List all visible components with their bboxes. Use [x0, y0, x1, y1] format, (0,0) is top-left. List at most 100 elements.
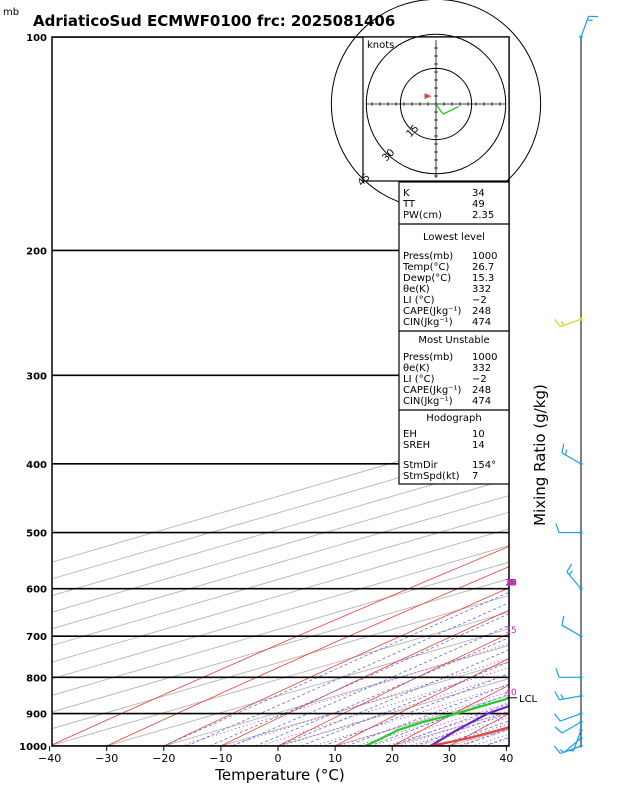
isotherm-line: [52, 545, 509, 680]
index-value: 248: [472, 385, 491, 396]
wind-barb-flag: [555, 668, 560, 678]
isotherm-line: [52, 528, 509, 663]
pressure-tick-label: 900: [26, 710, 47, 721]
index-value: 332: [472, 363, 491, 374]
index-value: 154°: [472, 460, 496, 471]
wind-barb-flag: [553, 318, 561, 328]
dry-adiabat-line: [105, 566, 509, 746]
dry-adiabat-line: [277, 633, 509, 746]
index-value: 248: [472, 306, 491, 317]
wind-barb-flag: [553, 713, 561, 722]
mixing-ratio-label: 16: [505, 579, 517, 589]
dry-adiabat-line: [52, 546, 509, 746]
dry-adiabat-line: [334, 658, 509, 746]
temperature-axis-labels: −40 −30 −20 −10 0 10 20 30 40: [38, 746, 513, 765]
index-label: PW(cm): [403, 210, 442, 221]
wind-barb-dot: [579, 736, 583, 740]
indices-frame: [398, 181, 510, 485]
pressure-tick-label: 800: [26, 673, 47, 684]
wind-barb-half-flag: [564, 449, 568, 455]
mixing-ratio-label: 25: [505, 579, 516, 589]
dry-adiabat-line: [596, 37, 618, 761]
wind-barb-flag: [553, 745, 561, 754]
index-label: LI (°C): [403, 295, 435, 306]
index-value: 26.7: [472, 262, 494, 273]
index-value: −2: [472, 295, 487, 306]
index-value: 474: [472, 396, 491, 407]
moist-adiabat-line: [163, 591, 509, 746]
pressure-tick-label: 200: [26, 246, 47, 257]
index-value: 1000: [472, 352, 497, 363]
wind-barb-shaft: [561, 721, 582, 734]
mixing-ratio-lines: [178, 643, 509, 746]
hodograph-trace: [435, 103, 459, 115]
hodograph-ring: [399, 67, 473, 141]
moist-adiabat-line: [369, 693, 509, 746]
pressure-unit-label: mb: [3, 7, 19, 18]
wind-barb-dot: [579, 634, 583, 638]
wind-barb-dot: [579, 587, 583, 591]
wind-barb-half-flag: [559, 748, 565, 753]
temperature-tick-label: 10: [328, 752, 342, 765]
index-label: StmSpd(kt): [403, 471, 460, 482]
moist-adiabat-line: [323, 672, 509, 746]
mixing-ratio-line: [280, 673, 509, 746]
wind-barb-shaft: [566, 571, 582, 590]
wind-barb-flag: [554, 726, 563, 734]
hodograph-ring: [365, 33, 507, 175]
hodograph-unit-label: knots: [367, 40, 394, 51]
mixing-ratio-line: [257, 667, 509, 746]
indices-section-title: Hodograph: [426, 413, 481, 424]
wind-barb-flag: [554, 691, 560, 701]
isotherm-line: [52, 445, 509, 580]
pressure-tick-label: 1000: [19, 742, 47, 753]
mixing-ratio-label: 6: [508, 579, 514, 589]
wind-barb-half-flag: [568, 570, 573, 576]
mixing-ratio-label: 30: [505, 579, 517, 589]
index-value: 34: [472, 188, 485, 199]
mixing-ratio-label: 14: [505, 579, 517, 589]
index-label: K: [403, 188, 410, 199]
mixing-ratio-label: 8: [508, 579, 514, 589]
chart-title: AdriaticoSud ECMWF0100 frc: 2025081406: [33, 12, 395, 30]
temperature-tick-label: −40: [38, 752, 61, 765]
isotherm-lines: [52, 428, 509, 746]
wind-barb-flag: [561, 443, 565, 453]
mixing-ratio-label: 10: [505, 579, 517, 589]
wind-barb-shaft: [560, 318, 582, 328]
plot-area: [52, 37, 618, 761]
stability-indices-table: K 34 TT 49 PW(cm) 2.35 Lowest level Press(mb) 10…: [398, 181, 510, 485]
wind-barb-shaft: [563, 737, 582, 753]
mixing-ratio-line: [470, 733, 509, 746]
index-value: 1000: [472, 251, 497, 262]
mixing-ratio-label: 1: [508, 579, 514, 589]
temperature-tick-label: −30: [95, 752, 118, 765]
index-label: EH: [403, 429, 417, 440]
temperature-tick-label: 20: [385, 752, 399, 765]
index-label: Temp(°C): [402, 262, 450, 273]
wind-barb-dot: [579, 720, 583, 724]
mixing-ratio-line: [178, 643, 509, 746]
lcl-label: LCL: [519, 694, 538, 705]
index-label: LI (°C): [403, 374, 435, 385]
moist-adiabat-line: [232, 624, 509, 746]
indices-section-title: Most Unstable: [418, 335, 489, 346]
wind-barb-dot: [579, 711, 583, 716]
index-value: 474: [472, 317, 491, 328]
index-label: Press(mb): [403, 251, 453, 262]
mixing-ratio-label: 2: [508, 579, 514, 589]
parcel-profile-line: [429, 704, 509, 746]
temperature-tick-label: 0: [275, 752, 282, 765]
wind-barb-shaft: [572, 730, 582, 752]
pressure-tick-label: 500: [26, 529, 47, 540]
isotherm-line: [105, 628, 509, 746]
wind-barb-flag: [555, 523, 560, 533]
index-label: CAPE(Jkg⁻¹): [403, 385, 461, 396]
wind-barb-shaft: [561, 624, 582, 637]
dry-adiabat-line: [220, 609, 509, 746]
mixing-ratio-line: [227, 657, 509, 746]
index-label: SREH: [403, 440, 430, 451]
index-value: 10: [472, 429, 485, 440]
